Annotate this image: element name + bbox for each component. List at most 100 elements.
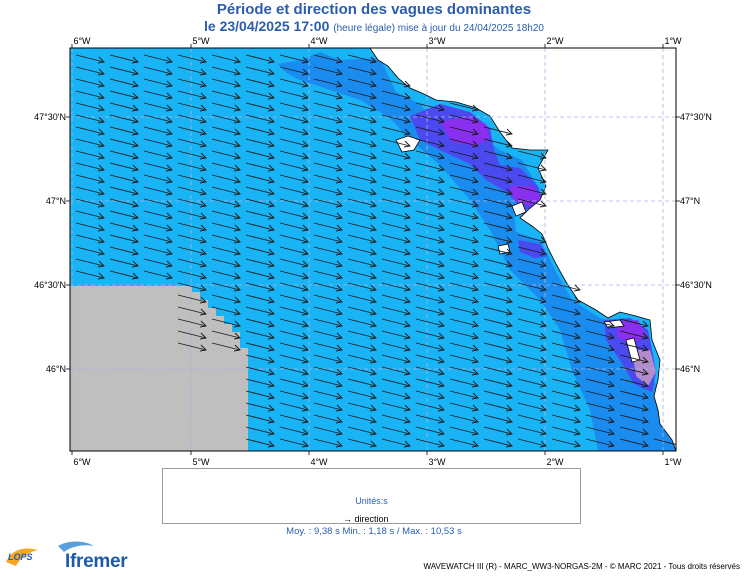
direction-arrow — [245, 126, 275, 136]
direction-arrow — [75, 150, 105, 160]
direction-arrow — [245, 306, 275, 316]
direction-arrow — [75, 186, 105, 196]
direction-arrow — [313, 66, 343, 76]
direction-arrow — [619, 426, 649, 436]
lon-tick-label-top: 5°W — [192, 36, 210, 46]
direction-arrow — [177, 66, 207, 76]
direction-arrow — [619, 366, 649, 376]
direction-arrow — [75, 270, 105, 280]
direction-arrow — [551, 282, 581, 292]
direction-arrow — [483, 174, 513, 184]
direction-arrow — [313, 150, 343, 160]
direction-arrows — [75, 54, 676, 448]
direction-arrow — [449, 414, 479, 424]
direction-arrow — [347, 114, 377, 124]
direction-arrow — [415, 210, 445, 220]
direction-arrow — [279, 246, 309, 256]
direction-arrow — [517, 246, 547, 256]
direction-arrow — [517, 342, 547, 352]
direction-arrow — [177, 114, 207, 124]
lon-tick-label-top: 1°W — [664, 36, 682, 46]
direction-arrow — [449, 366, 479, 376]
direction-arrow — [415, 306, 445, 316]
direction-arrow — [245, 342, 275, 352]
direction-arrow — [211, 126, 241, 136]
direction-arrow — [449, 258, 479, 268]
direction-arrow — [415, 330, 445, 340]
direction-arrow — [279, 174, 309, 184]
lat-tick-label-right: 47°N — [680, 196, 700, 206]
direction-arrow — [415, 366, 445, 376]
direction-arrow — [245, 354, 275, 364]
direction-arrow — [279, 306, 309, 316]
direction-arrow — [279, 186, 309, 196]
direction-arrow — [517, 150, 547, 160]
direction-arrow — [381, 78, 411, 88]
lon-tick-label-bottom: 3°W — [428, 457, 446, 467]
direction-arrow — [245, 150, 275, 160]
land-mass — [369, 48, 676, 451]
direction-arrow — [245, 438, 275, 448]
direction-arrow — [449, 294, 479, 304]
direction-arrow — [415, 390, 445, 400]
direction-arrow — [211, 66, 241, 76]
direction-arrow — [381, 138, 411, 148]
direction-arrow — [211, 54, 241, 64]
direction-arrow — [517, 438, 547, 448]
direction-arrow — [483, 150, 513, 160]
direction-arrow — [347, 234, 377, 244]
direction-arrow — [177, 210, 207, 220]
direction-arrow — [347, 66, 377, 76]
direction-arrow — [551, 354, 581, 364]
direction-arrow — [279, 414, 309, 424]
direction-arrow — [109, 150, 139, 160]
direction-arrow — [245, 210, 275, 220]
direction-arrow — [449, 222, 479, 232]
direction-arrow — [279, 198, 309, 208]
direction-arrow — [313, 402, 343, 412]
direction-arrow — [143, 162, 173, 172]
direction-arrow — [449, 246, 479, 256]
direction-arrow — [109, 138, 139, 148]
direction-arrow — [551, 366, 581, 376]
direction-arrow — [313, 342, 343, 352]
direction-arrow — [483, 378, 513, 388]
direction-arrow — [381, 426, 411, 436]
direction-arrow — [313, 234, 343, 244]
direction-arrow — [245, 102, 275, 112]
direction-arrow — [313, 354, 343, 364]
direction-arrow — [551, 318, 581, 328]
direction-arrow — [109, 114, 139, 124]
direction-arrow — [75, 198, 105, 208]
direction-arrow — [415, 258, 445, 268]
direction-arrow — [313, 438, 343, 448]
direction-arrow — [347, 78, 377, 88]
direction-arrow — [109, 234, 139, 244]
direction-arrow — [619, 330, 649, 340]
direction-arrow — [245, 78, 275, 88]
direction-arrow — [279, 210, 309, 220]
direction-arrow — [75, 174, 105, 184]
direction-arrow — [449, 330, 479, 340]
statistics-line: Moy. : 9,38 s Min. : 1,18 s / Max. : 10,… — [286, 526, 462, 537]
direction-arrow — [585, 318, 615, 328]
direction-arrow — [177, 78, 207, 88]
direction-arrow — [449, 306, 479, 316]
direction-arrow — [245, 90, 275, 100]
direction-arrow — [619, 390, 649, 400]
direction-arrow — [75, 78, 105, 88]
lon-tick-label-top: 2°W — [546, 36, 564, 46]
svg-text:LOPS: LOPS — [8, 552, 33, 562]
direction-arrow — [143, 246, 173, 256]
direction-arrow — [347, 186, 377, 196]
direction-arrow — [143, 198, 173, 208]
direction-arrow — [279, 438, 309, 448]
direction-arrow — [653, 438, 676, 447]
direction-arrow — [619, 378, 649, 388]
direction-arrow — [279, 402, 309, 412]
direction-arrow — [381, 258, 411, 268]
direction-arrow — [347, 306, 377, 316]
direction-arrow — [75, 222, 105, 232]
lon-tick-label-bottom: 4°W — [310, 457, 328, 467]
direction-arrow — [313, 426, 343, 436]
